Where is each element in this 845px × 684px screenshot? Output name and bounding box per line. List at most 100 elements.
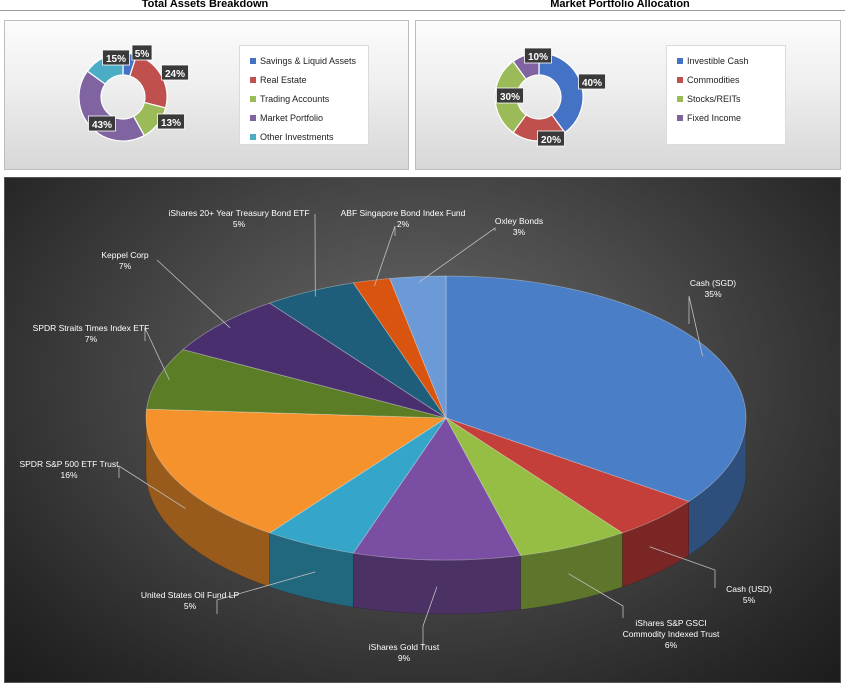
svg-text:35%: 35% — [704, 289, 721, 299]
total-assets-data-label: 43% — [88, 115, 116, 132]
svg-text:SPDR S&P 500 ETF Trust: SPDR S&P 500 ETF Trust — [19, 459, 119, 469]
holdings-slice-united-states-oil-fund-lp — [268, 417, 447, 554]
title-divider — [0, 10, 845, 11]
total-assets-slice-real-estate — [129, 54, 168, 109]
market-portfolio-legend-item: Investible Cash — [677, 56, 749, 66]
total-assets-legend-item: Other Investments — [250, 132, 334, 142]
holdings-slice-ishares-20-year-treasury-bond-etf — [268, 282, 447, 419]
svg-text:SPDR Straits Times Index ETF: SPDR Straits Times Index ETF — [33, 323, 150, 333]
holdings-label-cash-usd: Cash (USD)5% — [726, 584, 772, 605]
total-assets-legend-item: Savings & Liquid Assets — [250, 56, 356, 66]
svg-text:Cash (USD): Cash (USD) — [726, 584, 772, 594]
market-portfolio-data-label: 40% — [578, 73, 606, 90]
holdings-3d-pie: Cash (SGD)35%Cash (USD)5%iShares S&P GSC… — [19, 208, 772, 663]
market-portfolio-data-label: 30% — [496, 87, 524, 104]
holdings-slice-cash-usd — [445, 417, 690, 534]
market-portfolio-donut: 40% 20% 30% 10% — [494, 47, 606, 147]
holdings-side-ishares-gold-trust — [353, 552, 521, 615]
svg-text:15%: 15% — [106, 54, 126, 65]
svg-text:Cash (SGD): Cash (SGD) — [690, 278, 736, 288]
holdings-leader-line — [688, 295, 703, 357]
market-portfolio-legend-swatch — [677, 58, 683, 64]
total-assets-legend-label: Real Estate — [260, 75, 307, 85]
svg-text:United States Oil Fund LP: United States Oil Fund LP — [141, 590, 240, 600]
svg-text:5%: 5% — [135, 49, 150, 60]
market-portfolio-legend: Investible Cash Commodities Stocks/REITs Fi… — [666, 45, 786, 145]
holdings-slice-ishares-s-p-gsci-commodity-indexed-trust — [445, 417, 624, 556]
svg-text:Keppel Corp: Keppel Corp — [101, 250, 149, 260]
svg-text:6%: 6% — [665, 640, 678, 650]
svg-text:24%: 24% — [165, 69, 185, 80]
holdings-leader-line — [118, 465, 186, 509]
total-assets-legend-label: Trading Accounts — [260, 94, 330, 104]
svg-text:7%: 7% — [85, 334, 98, 344]
holdings-leader-line — [216, 571, 316, 614]
total-assets-legend-swatch — [250, 96, 256, 102]
total-assets-legend-item: Trading Accounts — [250, 94, 329, 104]
holdings-label-united-states-oil-fund-lp: United States Oil Fund LP5% — [141, 590, 240, 611]
total-assets-legend-swatch — [250, 58, 256, 64]
holdings-slice-spdr-straits-times-index-etf — [146, 349, 447, 419]
svg-text:ABF Singapore Bond Index Fund: ABF Singapore Bond Index Fund — [341, 208, 466, 218]
svg-text:2%: 2% — [397, 219, 410, 229]
svg-text:3%: 3% — [513, 227, 526, 237]
total-assets-data-label: 15% — [102, 49, 130, 66]
svg-text:10%: 10% — [528, 52, 548, 63]
market-portfolio-title: Market Portfolio Allocation — [550, 0, 690, 10]
market-portfolio-legend-swatch — [677, 96, 683, 102]
holdings-leader-line — [418, 227, 496, 283]
svg-text:5%: 5% — [184, 601, 197, 611]
svg-text:Commodity Indexed Trust: Commodity Indexed Trust — [623, 629, 720, 639]
svg-text:Oxley Bonds: Oxley Bonds — [495, 216, 543, 226]
market-portfolio-legend-label: Stocks/REITs — [687, 94, 741, 104]
market-portfolio-legend-item: Stocks/REITs — [677, 94, 741, 104]
holdings-slice-spdr-s-p-500-etf-trust — [145, 408, 448, 534]
svg-text:16%: 16% — [60, 470, 77, 480]
holdings-leader-line — [568, 573, 624, 618]
market-portfolio-legend-label: Fixed Income — [687, 113, 742, 123]
market-portfolio-legend-item: Fixed Income — [677, 113, 741, 123]
svg-text:9%: 9% — [398, 653, 411, 663]
total-assets-legend-swatch — [250, 115, 256, 121]
market-portfolio-data-label: 10% — [524, 47, 552, 64]
holdings-slice-abf-singapore-bond-index-fund — [352, 278, 447, 419]
svg-text:iShares Gold Trust: iShares Gold Trust — [369, 642, 440, 652]
holdings-3d-pie-panel: Cash (SGD) 35% Cash (USD) 5% iShares S&P GSC… — [4, 177, 841, 683]
holdings-slice-oxley-bonds — [389, 275, 447, 419]
total-assets-legend-label: Market Portfolio — [260, 113, 324, 123]
svg-text:5%: 5% — [743, 595, 756, 605]
holdings-slice-keppel-corp — [182, 302, 447, 419]
holdings-slice-cash-sgd — [445, 275, 747, 502]
holdings-label-cash-sgd: Cash (SGD)35% — [690, 278, 736, 299]
total-assets-legend-label: Savings & Liquid Assets — [260, 56, 357, 66]
svg-text:13%: 13% — [161, 118, 181, 129]
total-assets-panel: 5% 24% 13% 43% 15% Savings & Liquid Assets Re… — [4, 20, 409, 170]
market-portfolio-slice-investible-cash — [538, 52, 584, 134]
total-assets-legend-swatch — [250, 134, 256, 140]
total-assets-title: Total Assets Breakdown — [141, 0, 269, 10]
market-portfolio-data-label: 20% — [537, 130, 565, 147]
holdings-leader-line — [374, 225, 396, 287]
holdings-leader-line — [422, 586, 438, 646]
market-portfolio-legend-label: Investible Cash — [687, 56, 749, 66]
svg-text:30%: 30% — [500, 92, 520, 103]
holdings-leader-line — [649, 546, 716, 588]
total-assets-data-label: 13% — [157, 113, 185, 130]
svg-text:iShares S&P GSCI: iShares S&P GSCI — [635, 618, 706, 628]
total-assets-legend-label: Other Investments — [260, 132, 334, 142]
total-assets-legend-swatch — [250, 77, 256, 83]
svg-text:20%: 20% — [541, 135, 561, 146]
total-assets-legend: Savings & Liquid Assets Real Estate Tradin… — [239, 45, 369, 145]
market-portfolio-panel: 40% 20% 30% 10% Investible Cash Commodities S… — [415, 20, 841, 170]
total-assets-data-label: 24% — [161, 64, 189, 81]
market-portfolio-legend-swatch — [677, 115, 683, 121]
holdings-slice-ishares-gold-trust — [352, 417, 522, 561]
holdings-leader-line — [156, 259, 231, 329]
